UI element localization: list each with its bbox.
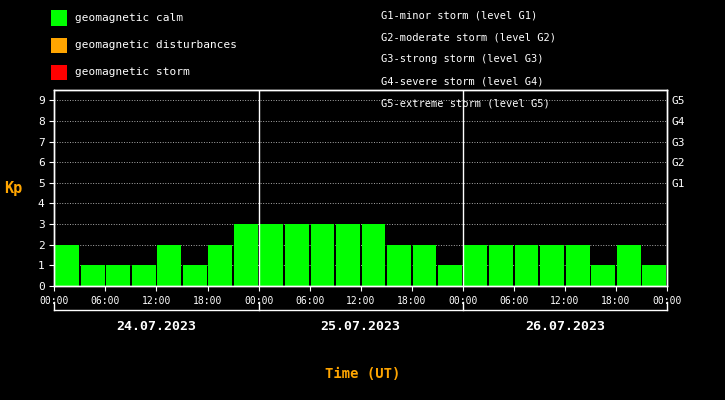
- Bar: [310, 224, 334, 286]
- Bar: [489, 245, 513, 286]
- Bar: [132, 265, 156, 286]
- Text: geomagnetic disturbances: geomagnetic disturbances: [75, 40, 237, 50]
- Bar: [208, 245, 232, 286]
- Bar: [642, 265, 666, 286]
- Bar: [157, 245, 181, 286]
- Bar: [566, 245, 589, 286]
- Text: 25.07.2023: 25.07.2023: [320, 320, 401, 332]
- Bar: [362, 224, 385, 286]
- Text: G4-severe storm (level G4): G4-severe storm (level G4): [381, 76, 543, 86]
- Text: geomagnetic calm: geomagnetic calm: [75, 13, 183, 23]
- Text: G5-extreme storm (level G5): G5-extreme storm (level G5): [381, 98, 550, 108]
- Bar: [515, 245, 539, 286]
- Text: G3-strong storm (level G3): G3-strong storm (level G3): [381, 54, 543, 64]
- Bar: [183, 265, 207, 286]
- Bar: [336, 224, 360, 286]
- Bar: [387, 245, 411, 286]
- Bar: [285, 224, 309, 286]
- Text: 26.07.2023: 26.07.2023: [525, 320, 605, 332]
- Bar: [234, 224, 257, 286]
- Text: Time (UT): Time (UT): [325, 367, 400, 381]
- Bar: [668, 224, 692, 286]
- Text: G2-moderate storm (level G2): G2-moderate storm (level G2): [381, 32, 555, 42]
- Bar: [617, 245, 641, 286]
- Bar: [592, 265, 615, 286]
- Bar: [413, 245, 436, 286]
- Bar: [438, 265, 462, 286]
- Bar: [540, 245, 564, 286]
- Text: Kp: Kp: [4, 180, 22, 196]
- Bar: [693, 224, 717, 286]
- Text: G1-minor storm (level G1): G1-minor storm (level G1): [381, 10, 537, 20]
- Bar: [80, 265, 104, 286]
- Text: geomagnetic storm: geomagnetic storm: [75, 68, 190, 78]
- Bar: [107, 265, 130, 286]
- Bar: [260, 224, 283, 286]
- Bar: [55, 245, 79, 286]
- Text: 24.07.2023: 24.07.2023: [117, 320, 196, 332]
- Bar: [464, 245, 487, 286]
